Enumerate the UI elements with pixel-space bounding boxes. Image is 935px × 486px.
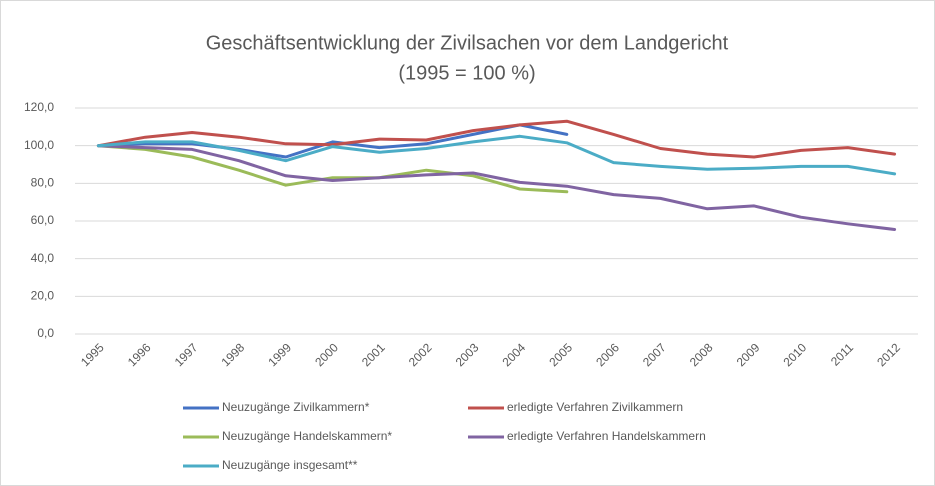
legend-label: Neuzugänge Handelskammern* [222,429,392,443]
legend-label: Neuzugänge Zivilkammern* [222,400,370,414]
series-line [96,119,897,159]
legend-label: Neuzugänge insgesamt** [222,458,358,472]
series-line [96,134,897,176]
legend-label: erledigte Verfahren Handelskammern [507,429,706,443]
y-tick-label: 80,0 [31,176,55,190]
y-tick-label: 100,0 [24,138,54,152]
series-line [96,144,569,194]
y-tick-label: 40,0 [31,251,55,265]
series-line [96,123,569,159]
chart-subtitle: (1995 = 100 %) [398,62,535,84]
chart-title: Geschäftsentwicklung der Zivilsachen vor… [206,32,729,54]
series-line [96,144,897,231]
y-tick-label: 0,0 [37,326,54,340]
y-tick-label: 60,0 [31,213,55,227]
y-tick-label: 20,0 [31,289,55,303]
y-tick-label: 120,0 [24,100,54,114]
legend-label: erledigte Verfahren Zivilkammern [507,400,683,414]
